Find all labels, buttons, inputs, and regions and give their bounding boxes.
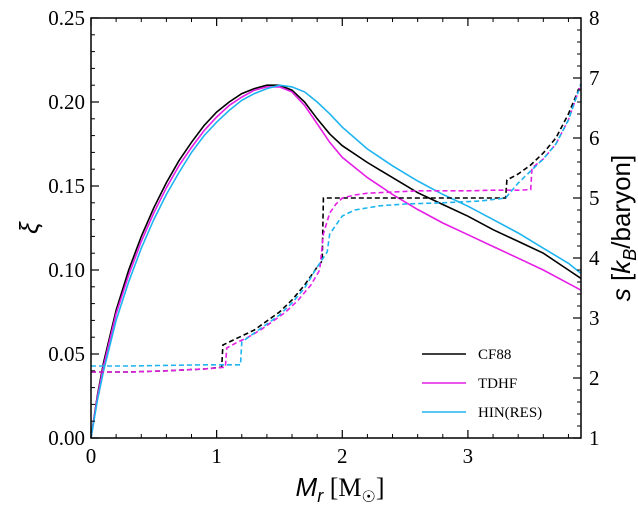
series-line-tdhf-dashed: [91, 83, 582, 373]
y-left-tick-label: 0.00: [48, 426, 85, 450]
y-right-tick-label: 1: [589, 426, 600, 450]
x-tick-label: 0: [86, 444, 97, 468]
y-axis-left-label-text: ξ: [14, 221, 44, 234]
series-layer: [90, 83, 582, 439]
x-axis-label: Mr [M☉]: [296, 472, 385, 505]
y-right-tick-label: 4: [589, 246, 600, 270]
y-axis-right-label-text: s [kB/baryon]: [606, 155, 638, 301]
y-left-tick-label: 0.20: [48, 90, 85, 114]
legend: CF88 TDHF HIN(RES): [422, 347, 542, 421]
y-right-tick-label: 5: [589, 186, 600, 210]
y-right-tick-label: 8: [589, 6, 600, 30]
x-tick-label: 1: [211, 444, 222, 468]
x-tick-label: 3: [463, 444, 474, 468]
series-line-cf88-solid: [90, 84, 582, 439]
y-left-tick-label: 0.15: [48, 174, 85, 198]
series-line-hin-res--solid: [90, 84, 582, 439]
legend-label: HIN(RES): [478, 405, 542, 421]
series-line-cf88-dashed: [91, 83, 582, 373]
y-left-tick-label: 0.25: [48, 6, 85, 30]
ticks-layer: 0 1 2 3 0.00 0.05 0.10 0.15 0.20 0.25 1 2 3 4 5 6 7 8: [48, 6, 600, 468]
y-left-tick-label: 0.05: [48, 342, 85, 366]
y-axis-right-label: s [kB/baryon]: [606, 155, 638, 301]
legend-label: TDHF: [478, 376, 517, 392]
y-left-tick-label: 0.10: [48, 258, 85, 282]
y-right-tick-label: 2: [589, 366, 600, 390]
series-line-hin-res--dashed: [91, 83, 582, 367]
y-axis-left-label: ξ: [14, 221, 44, 234]
x-tick-label: 2: [337, 444, 348, 468]
y-right-tick-label: 7: [589, 66, 600, 90]
y-right-tick-label: 6: [589, 126, 600, 150]
y-right-tick-label: 3: [589, 306, 600, 330]
legend-label: CF88: [478, 347, 511, 363]
plot-frame: [90, 17, 582, 439]
